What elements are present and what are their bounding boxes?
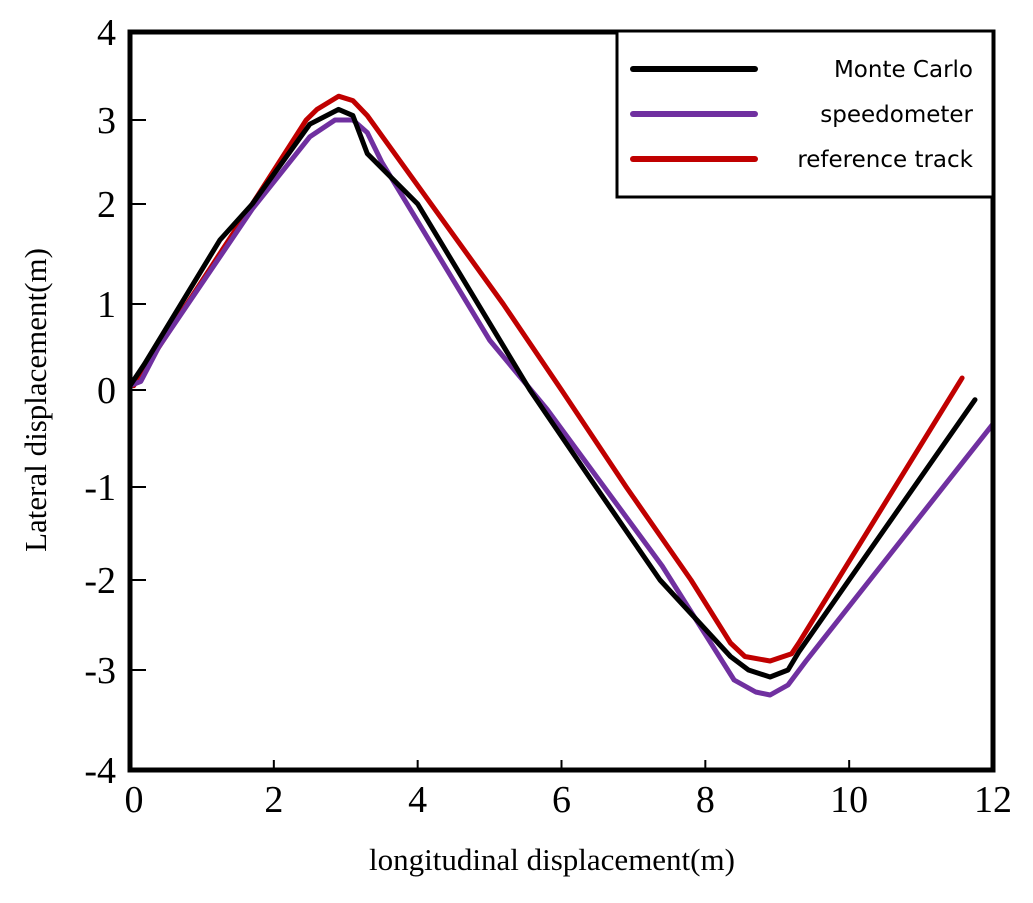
y-tick-label: 2 xyxy=(97,184,116,226)
y-tick-label: 4 xyxy=(97,12,116,54)
series-line-monte-carlo xyxy=(127,106,978,680)
series-line-speedometer xyxy=(127,117,996,698)
x-tick-label: 12 xyxy=(974,779,1012,821)
x-tick-label: 8 xyxy=(696,779,715,821)
x-tick-label: 4 xyxy=(408,779,427,821)
legend-label: speedometer xyxy=(820,102,973,128)
x-tick-label: 10 xyxy=(830,779,868,821)
series-layer xyxy=(127,93,996,698)
x-tick-label: 6 xyxy=(552,779,571,821)
x-tick-label: 2 xyxy=(264,779,283,821)
y-axis-label: Lateral displacement(m) xyxy=(18,248,53,552)
y-tick-label: -1 xyxy=(84,467,116,509)
legend-label: Monte Carlo xyxy=(834,57,973,83)
legend-label: reference track xyxy=(797,147,973,173)
x-axis-label: longitudinal displacement(m) xyxy=(369,842,735,877)
y-tick-label: -3 xyxy=(84,650,116,692)
y-tick-label: -2 xyxy=(84,560,116,602)
y-tick-label: -4 xyxy=(84,750,116,792)
y-tick-label: 1 xyxy=(97,284,116,326)
y-tick-label: 3 xyxy=(97,100,116,142)
legend: Monte Carlo speedometer reference track xyxy=(615,29,995,199)
series-line-reference-track xyxy=(131,93,965,664)
x-tick-label: 0 xyxy=(125,779,144,821)
y-tick-label: 0 xyxy=(97,370,116,412)
